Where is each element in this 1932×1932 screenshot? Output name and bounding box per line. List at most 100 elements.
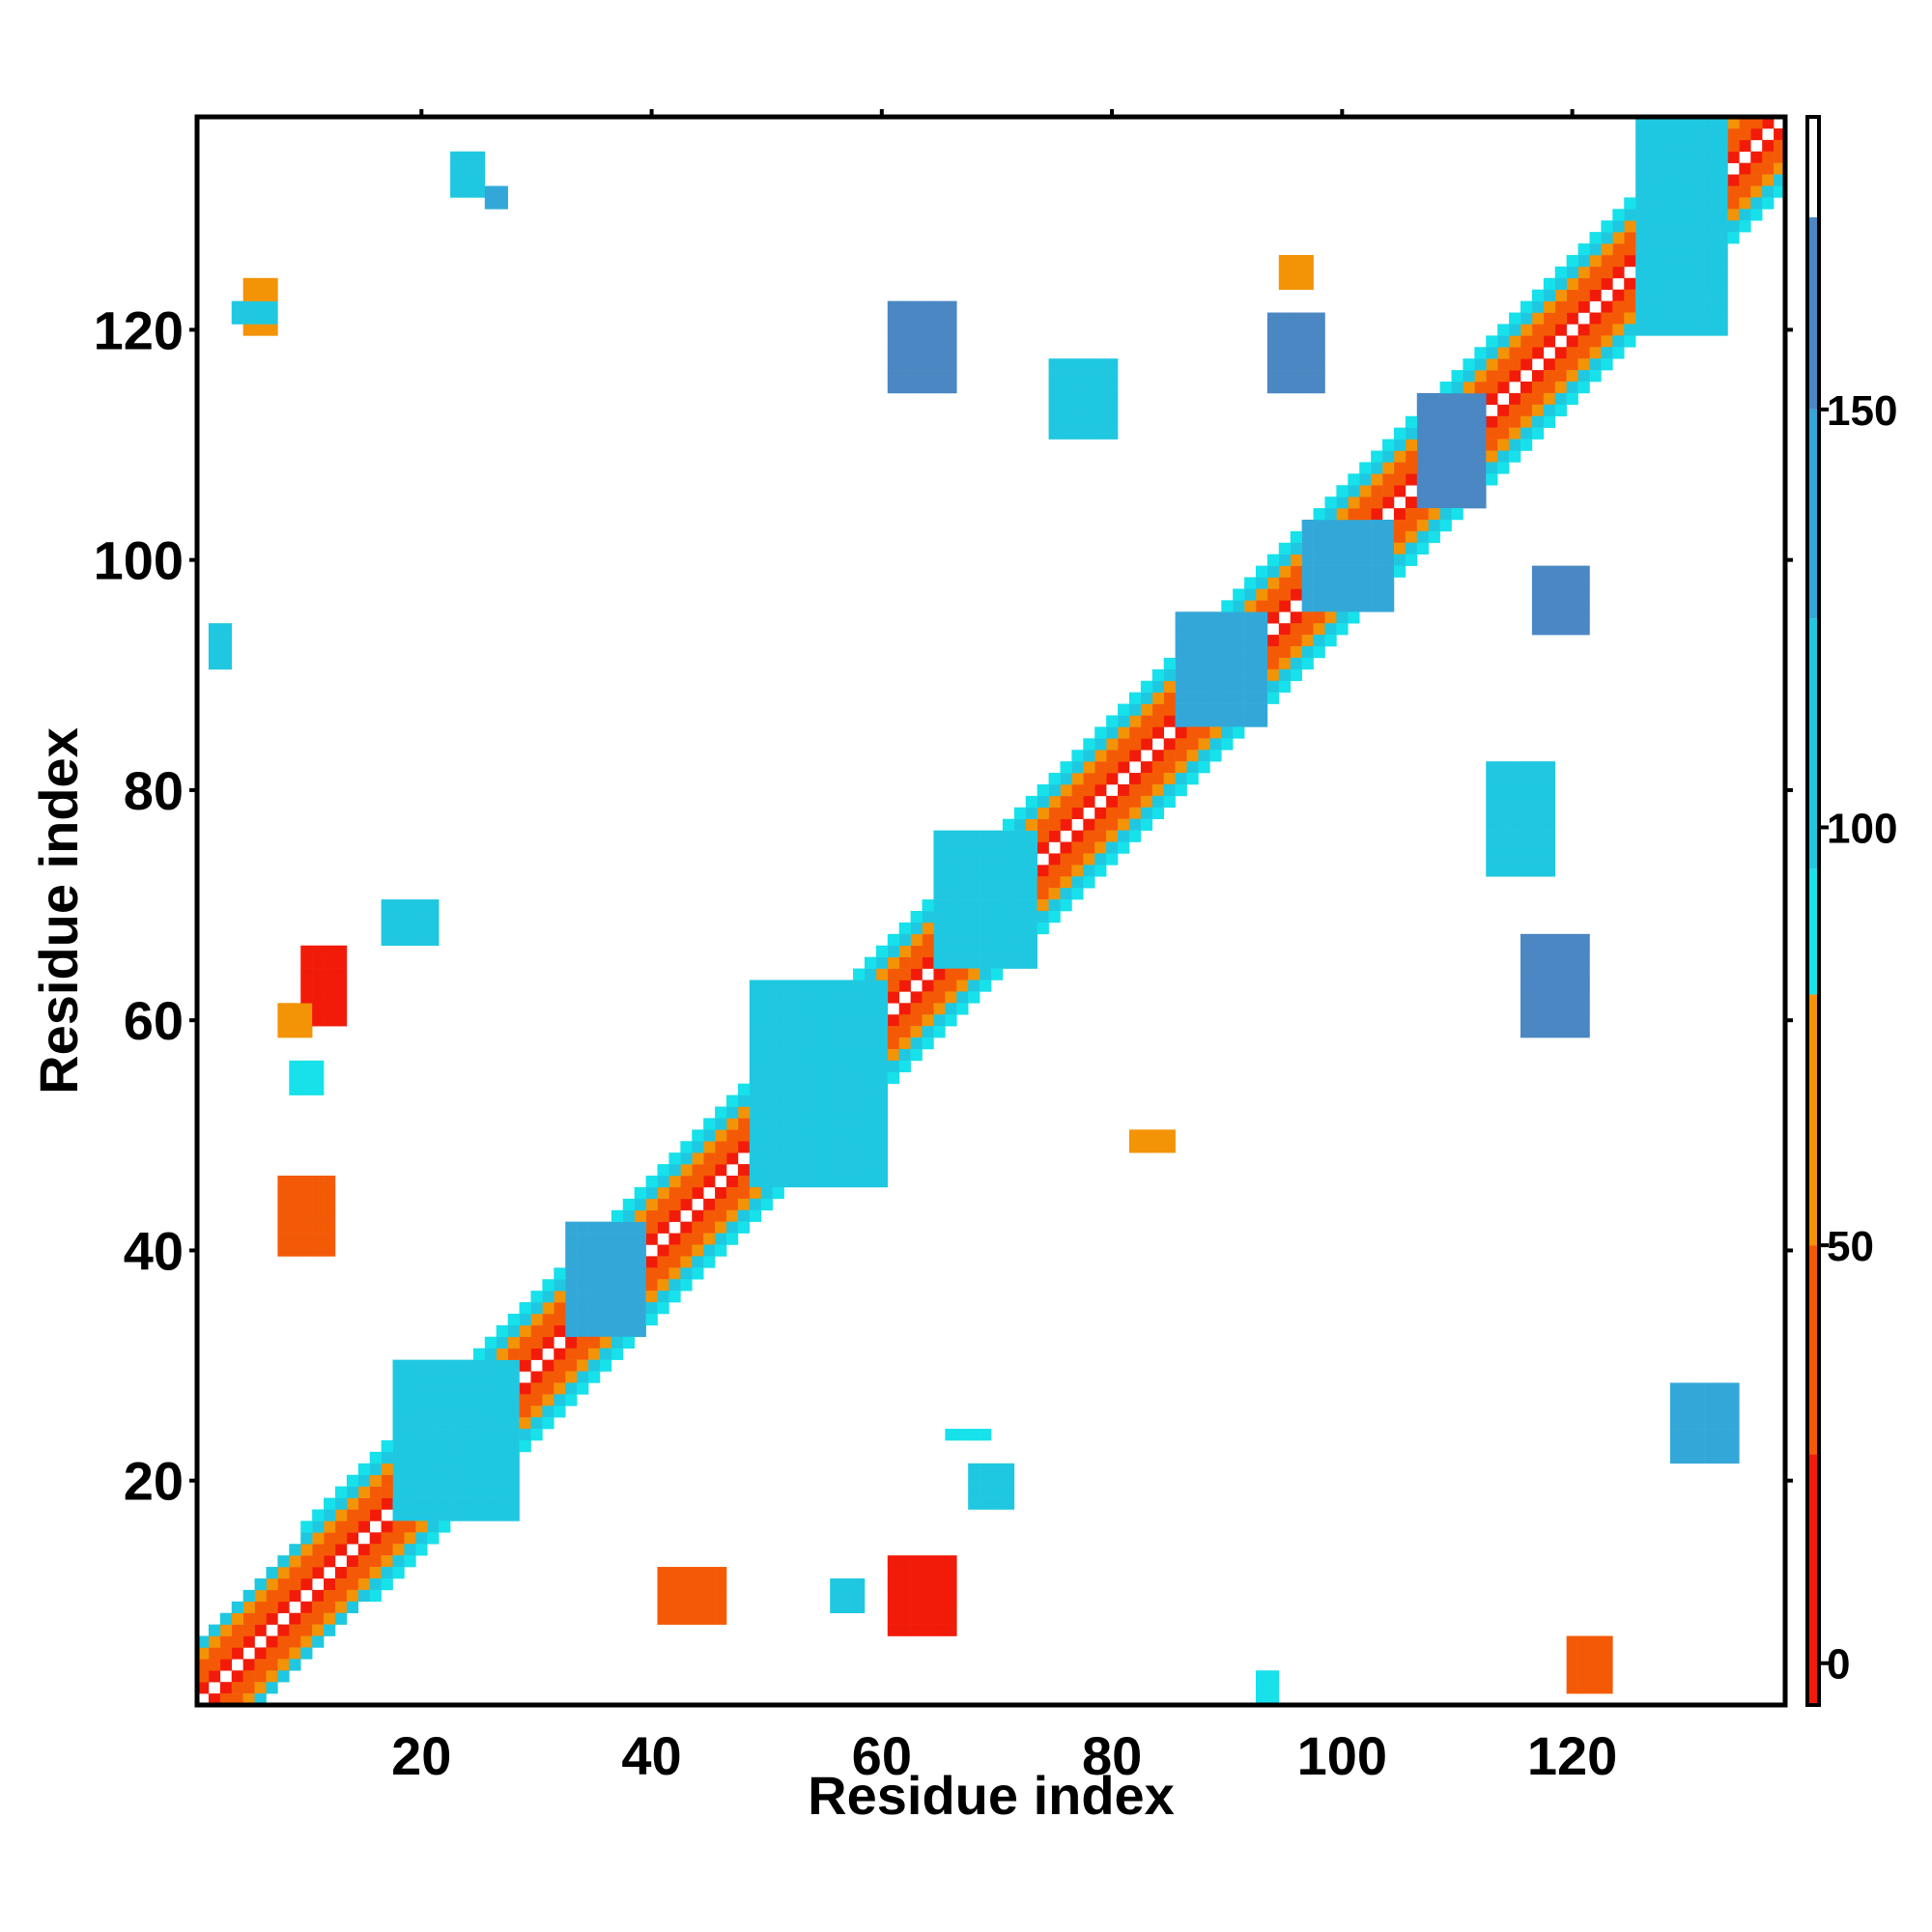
- heatmap-cell: [1140, 715, 1153, 727]
- heatmap-cell: [703, 1233, 716, 1245]
- heatmap-cell: [1083, 865, 1095, 877]
- heatmap-cell: [853, 1106, 866, 1119]
- heatmap-cell: [807, 1003, 819, 1015]
- heatmap-cell: [622, 1244, 635, 1257]
- heatmap-cell: [1543, 565, 1556, 578]
- heatmap-cell: [1531, 347, 1545, 359]
- heatmap-cell: [1577, 588, 1590, 601]
- heatmap-cell: [980, 1463, 992, 1476]
- heatmap-cell: [1428, 473, 1440, 486]
- heatmap-cell: [554, 1371, 566, 1383]
- heatmap-cell: [1497, 370, 1510, 383]
- heatmap-cell: [1002, 888, 1015, 900]
- heatmap-cell: [472, 1429, 486, 1441]
- heatmap-cell: [853, 1094, 866, 1107]
- heatmap-cell: [599, 1359, 612, 1372]
- heatmap-cell: [1359, 600, 1372, 612]
- heatmap-cell: [980, 956, 992, 969]
- heatmap-cell: [1692, 128, 1705, 141]
- heatmap-cell: [749, 1176, 762, 1188]
- heatmap-cell: [991, 933, 1004, 947]
- heatmap-cell: [1692, 289, 1705, 301]
- heatmap-cell: [1266, 347, 1280, 359]
- heatmap-cell: [1428, 450, 1440, 463]
- heatmap-cell: [472, 1417, 486, 1430]
- heatmap-cell: [1635, 254, 1648, 268]
- heatmap-cell: [818, 1118, 831, 1130]
- heatmap-cell: [266, 289, 278, 301]
- heatmap-cell: [922, 1624, 934, 1636]
- heatmap-cell: [1025, 818, 1037, 831]
- heatmap-cell: [864, 1094, 877, 1107]
- heatmap-cell: [300, 1647, 313, 1660]
- heatmap-cell: [1589, 1647, 1602, 1660]
- heatmap-cell: [450, 1382, 463, 1395]
- heatmap-cell: [1554, 404, 1567, 417]
- heatmap-cell: [1278, 668, 1292, 682]
- heatmap-cell: [1577, 335, 1590, 348]
- y-tick-label: 120: [94, 299, 184, 360]
- heatmap-cell: [1405, 508, 1418, 521]
- heatmap-cell: [1175, 657, 1187, 670]
- heatmap-cell: [830, 991, 842, 1004]
- heatmap-cell: [898, 1003, 911, 1015]
- heatmap-cell: [795, 1060, 808, 1073]
- heatmap-cell: [875, 956, 889, 969]
- heatmap-cell: [1635, 300, 1648, 313]
- heatmap-cell: [1716, 117, 1728, 129]
- heatmap-cell: [1554, 382, 1567, 394]
- heatmap-cell: [1118, 783, 1130, 797]
- heatmap-cell: [1531, 600, 1545, 612]
- heatmap-cell: [1359, 565, 1372, 578]
- heatmap-cell: [1359, 519, 1372, 532]
- heatmap-cell: [1118, 750, 1130, 762]
- heatmap-cell: [634, 1244, 646, 1257]
- heatmap-cell: [1554, 392, 1567, 406]
- heatmap-cell: [1497, 783, 1510, 797]
- heatmap-cell: [427, 1509, 440, 1521]
- heatmap-cell: [599, 1291, 612, 1303]
- heatmap-cell: [1060, 841, 1072, 854]
- heatmap-cell: [968, 841, 980, 854]
- heatmap-cell: [1405, 554, 1418, 566]
- heatmap-cell: [1256, 668, 1268, 682]
- heatmap-cell: [956, 991, 969, 1004]
- heatmap-cell: [910, 370, 923, 383]
- heatmap-cell: [1543, 841, 1556, 854]
- heatmap-cell: [1118, 761, 1130, 774]
- heatmap-cell: [1094, 370, 1107, 383]
- heatmap-cell: [1554, 1003, 1567, 1015]
- heatmap-cell: [1509, 807, 1521, 819]
- heatmap-cell: [324, 1233, 336, 1245]
- heatmap-cell: [726, 1198, 739, 1211]
- heatmap-cell: [1256, 703, 1268, 716]
- heatmap-cell: [668, 1244, 681, 1257]
- heatmap-cell: [783, 1060, 796, 1073]
- heatmap-cell: [703, 1244, 716, 1257]
- heatmap-cell: [1566, 577, 1578, 589]
- heatmap-cell: [760, 991, 773, 1004]
- heatmap-cell: [1037, 865, 1049, 877]
- heatmap-cell: [1266, 335, 1280, 348]
- heatmap-cell: [830, 1164, 842, 1177]
- heatmap-cell: [956, 899, 969, 912]
- heatmap-cell: [554, 1313, 566, 1326]
- heatmap-cell: [1175, 783, 1187, 797]
- heatmap-cell: [1727, 139, 1740, 153]
- heatmap-cell: [922, 1026, 934, 1038]
- heatmap-cell: [703, 1164, 716, 1177]
- heatmap-cell: [749, 1106, 762, 1119]
- heatmap-cell: [1669, 232, 1683, 244]
- heatmap-cell: [1647, 266, 1660, 279]
- heatmap-cell: [1071, 830, 1084, 842]
- heatmap-cell: [1393, 519, 1406, 532]
- heatmap-cell: [1382, 565, 1395, 578]
- heatmap-cell: [242, 1693, 255, 1706]
- heatmap-cell: [1543, 945, 1556, 957]
- heatmap-cell: [507, 1406, 520, 1418]
- heatmap-cell: [795, 1048, 808, 1062]
- heatmap-cell: [1416, 404, 1429, 417]
- heatmap-cell: [1256, 623, 1268, 636]
- heatmap-cell: [1577, 1003, 1590, 1015]
- heatmap-cell: [197, 1659, 210, 1671]
